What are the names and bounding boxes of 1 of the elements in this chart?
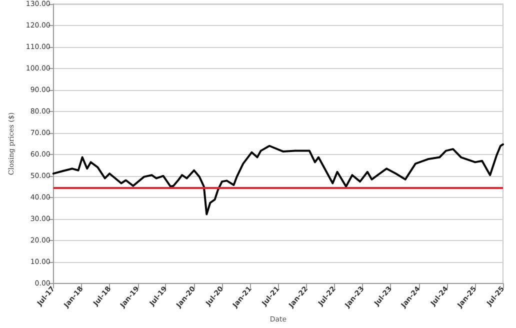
line-series	[52, 143, 504, 216]
